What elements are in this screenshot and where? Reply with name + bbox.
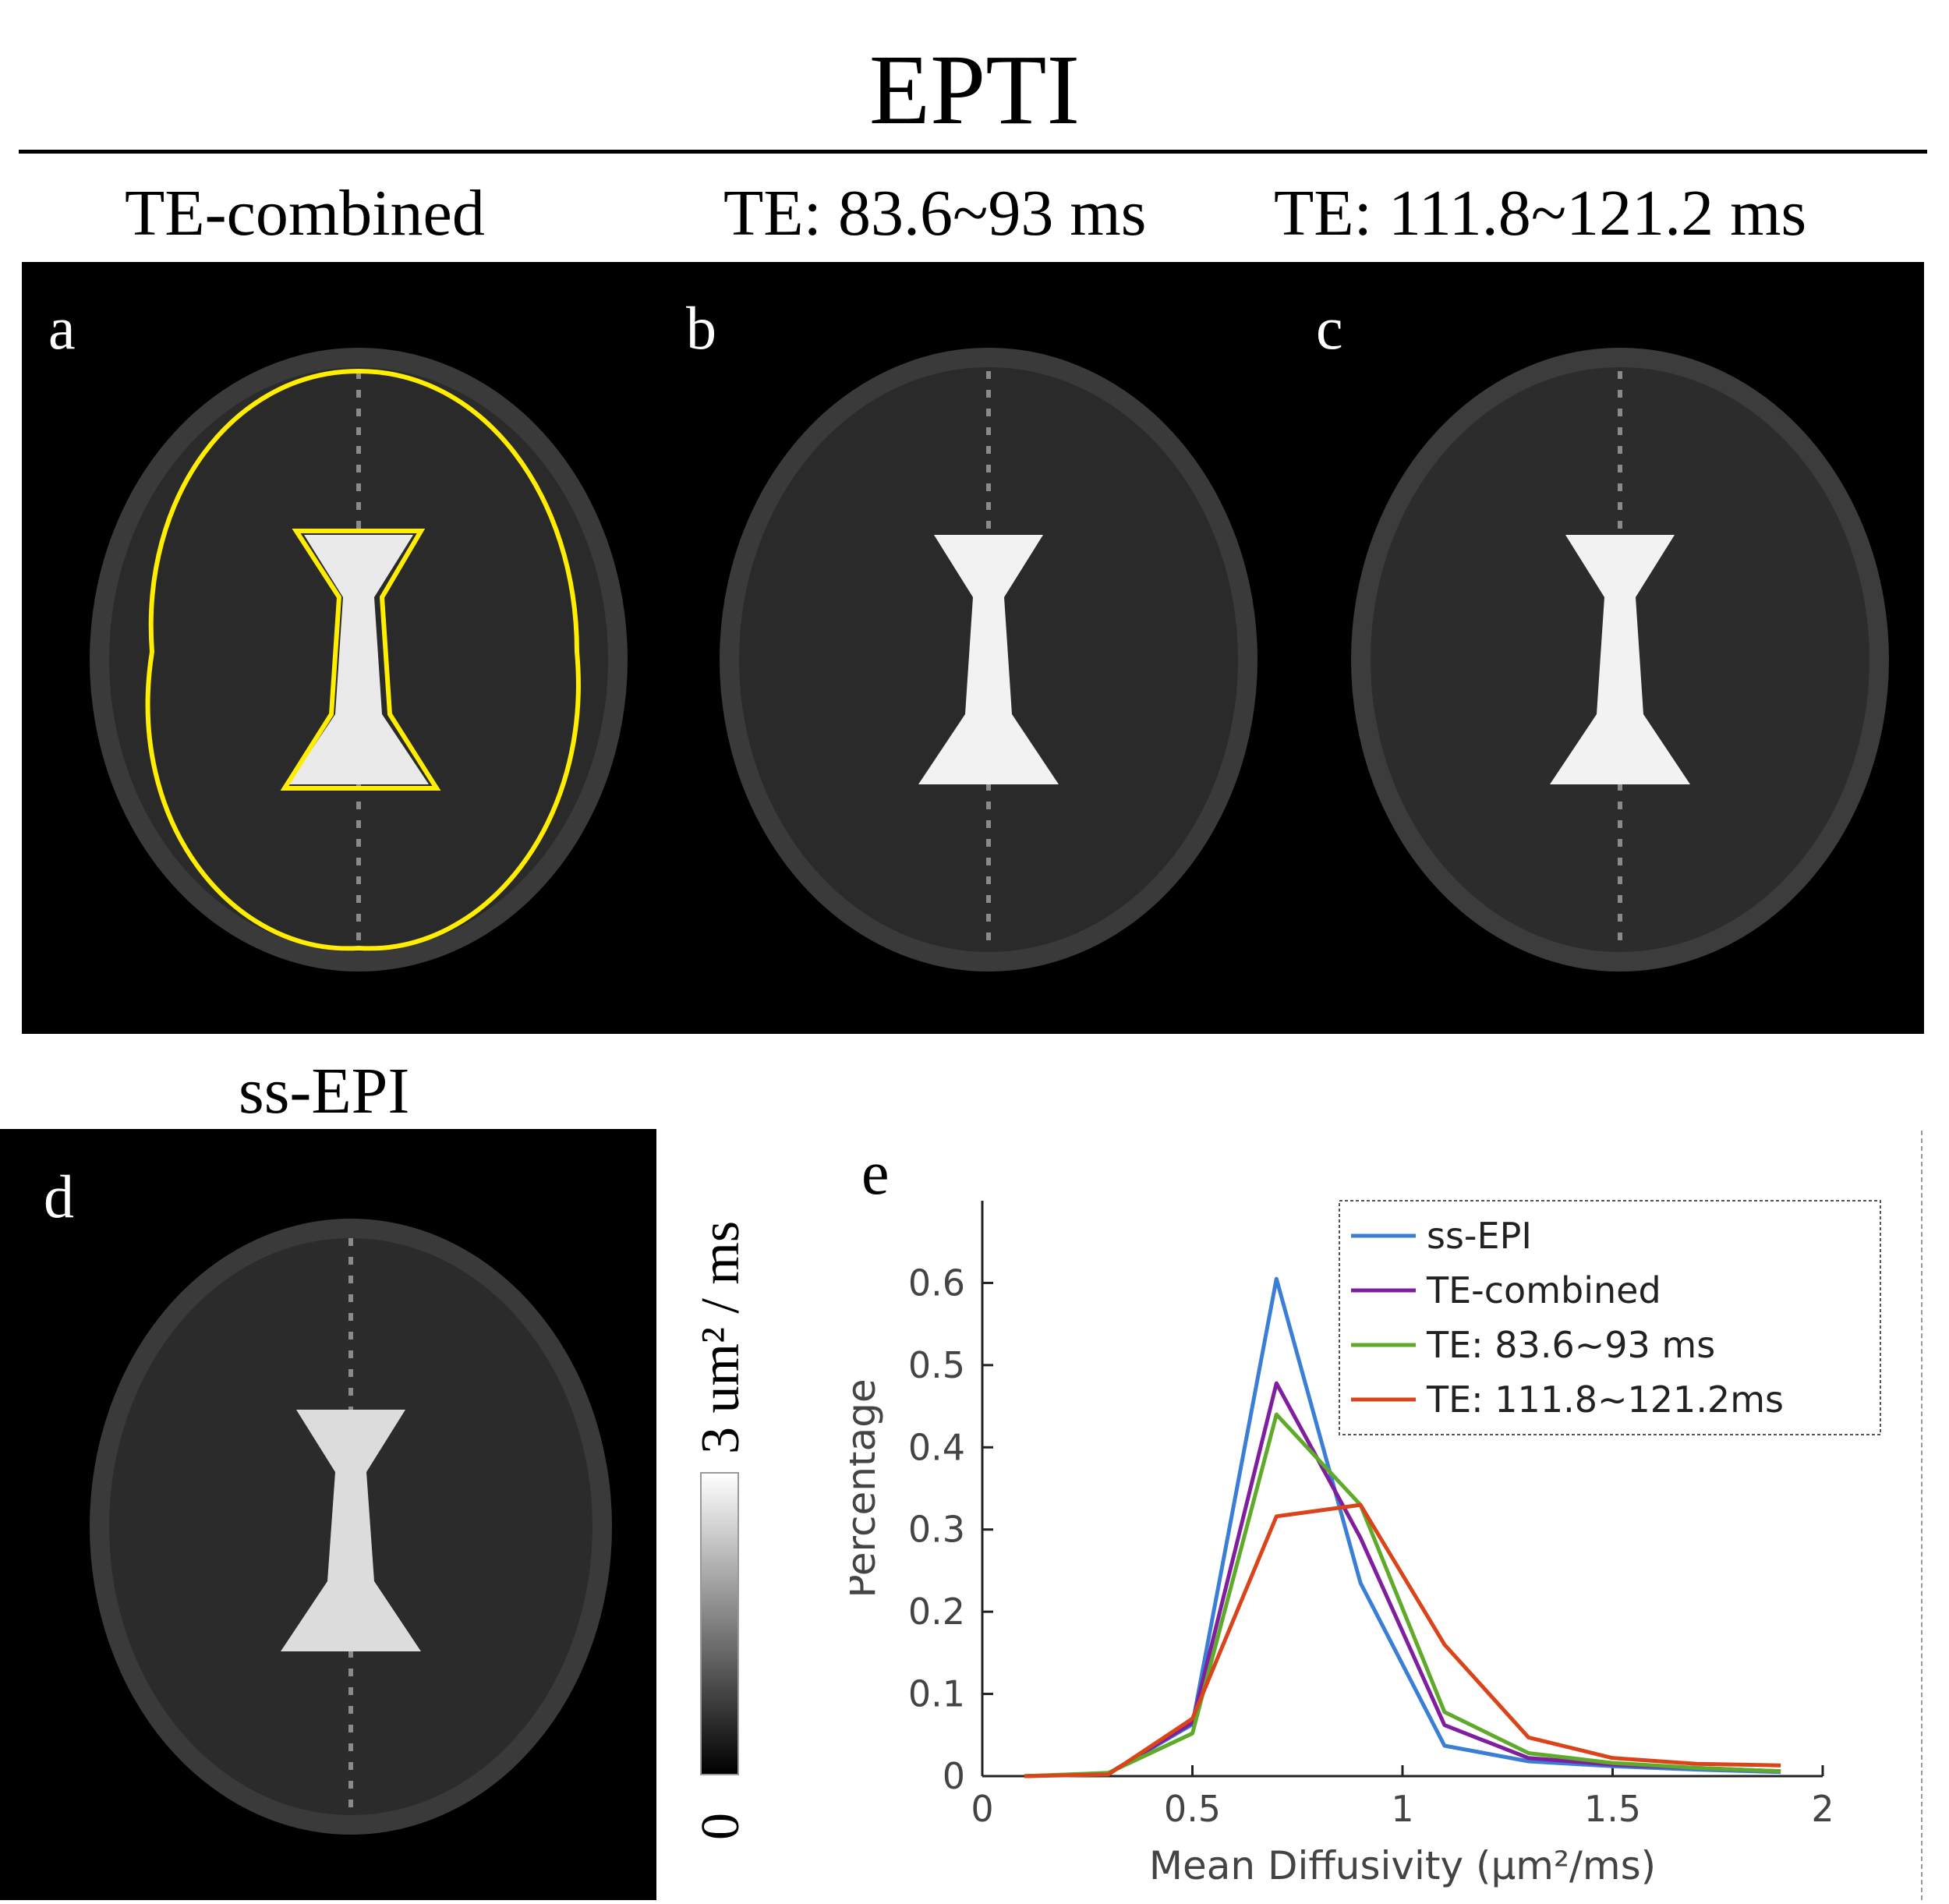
col-header-te-111-121: TE: 111.8~121.2 ms	[1274, 177, 1807, 250]
x-tick-label: 0.5	[1164, 1788, 1221, 1830]
panel-border-dash	[1921, 1131, 1922, 1900]
panel-label-d: d	[44, 1163, 74, 1230]
legend-label: ss-EPI	[1427, 1215, 1532, 1257]
colorbar-max-label: 3 um² / ms	[691, 1220, 751, 1454]
y-tick-label: 0.1	[908, 1673, 965, 1715]
y-axis-label: Percentage	[850, 1378, 884, 1598]
series-line-2	[1024, 1412, 1781, 1778]
md-histogram-chart: 0 0.1 0.2 0.3 0.4 0.5 0.6 0 0.5 1 1.5 2 Percentage…	[839, 1131, 1949, 1900]
x-tick-label: 1	[1391, 1788, 1413, 1830]
legend-label: TE: 111.8~121.2ms	[1426, 1378, 1784, 1421]
y-tick-label: 0.4	[908, 1426, 965, 1468]
colorbar	[700, 1472, 739, 1775]
panel-label-c: c	[1316, 294, 1343, 362]
legend: ss-EPI TE-combined TE: 83.6~93 ms TE: 111.8…	[1339, 1200, 1881, 1435]
ssepi-header: ss-EPI	[239, 1055, 410, 1127]
legend-box	[1339, 1200, 1881, 1435]
x-axis-label: Mean Diffusivity (μm²/ms)	[1149, 1843, 1656, 1888]
col-header-te-83-93: TE: 83.6~93 ms	[723, 177, 1147, 250]
col-header-te-combined: TE-combined	[125, 177, 485, 250]
series-line-1	[1024, 1381, 1781, 1778]
brain-image-d	[78, 1207, 624, 1846]
ssepi-panel: d	[0, 1129, 656, 1900]
panel-label-b: b	[686, 294, 716, 362]
y-tick-label: 0.3	[908, 1509, 965, 1551]
brain-image-a	[78, 340, 639, 979]
x-tick-label: 1.5	[1584, 1788, 1641, 1830]
legend-label: TE: 83.6~93 ms	[1426, 1324, 1715, 1366]
x-tick-label: 2	[1811, 1788, 1834, 1830]
epti-panel-row: a b c	[22, 262, 1924, 1034]
y-tick-label: 0.2	[908, 1591, 965, 1633]
y-tick-label: 0	[943, 1755, 965, 1797]
legend-label: TE-combined	[1426, 1269, 1661, 1311]
figure-title: EPTI	[868, 34, 1081, 145]
panel-label-a: a	[48, 294, 76, 362]
x-tick-label: 0	[971, 1788, 993, 1830]
brain-image-c	[1339, 340, 1901, 979]
colorbar-min-label: 0	[691, 1813, 751, 1840]
brain-image-b	[708, 340, 1269, 979]
md-histogram-svg: 0 0.1 0.2 0.3 0.4 0.5 0.6 0 0.5 1 1.5 2 Percentage…	[839, 1200, 1881, 1888]
y-tick-label: 0.5	[908, 1344, 965, 1386]
title-rule	[19, 150, 1927, 154]
panel-label-e: e	[861, 1139, 890, 1208]
y-tick-label: 0.6	[908, 1262, 965, 1304]
series-line-3	[1024, 1502, 1781, 1778]
